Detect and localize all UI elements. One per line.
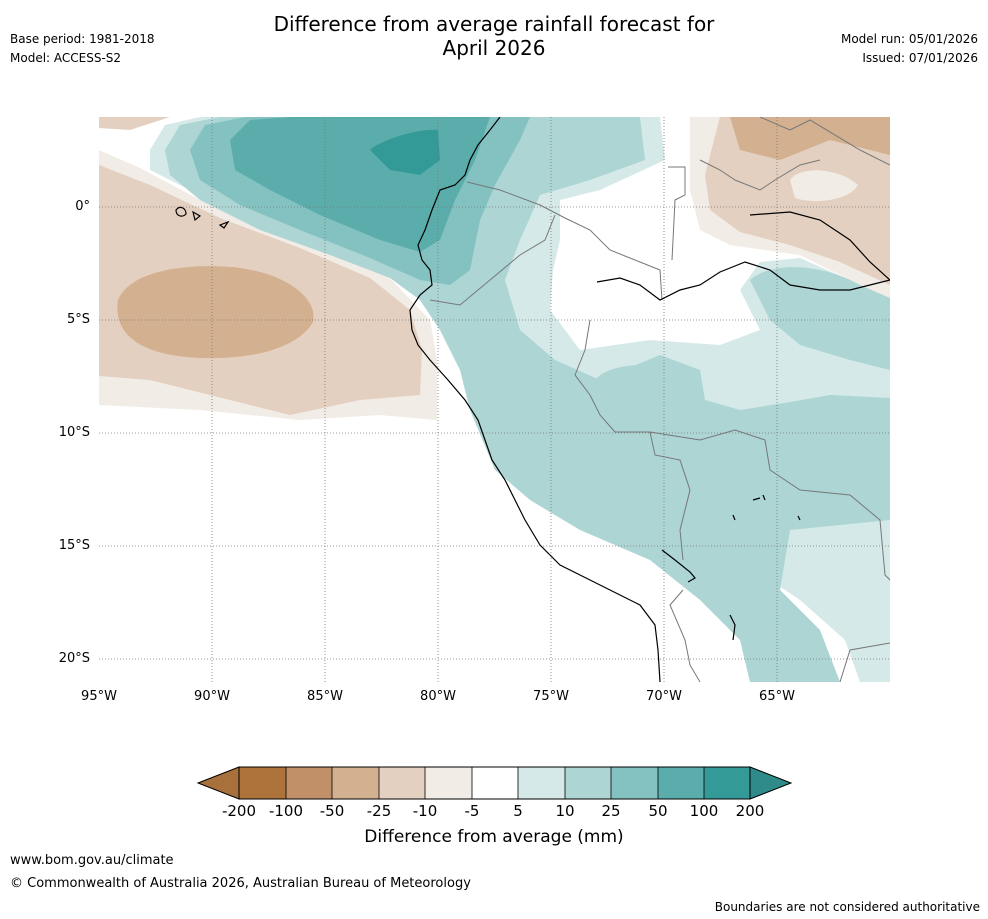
lat-label-20s: 20°S bbox=[58, 651, 90, 666]
lon-label-75w: 75°W bbox=[533, 689, 569, 704]
colorbar-bin-3 bbox=[332, 767, 379, 799]
lat-label-15s: 15°S bbox=[58, 538, 90, 553]
lat-label-10s: 10°S bbox=[58, 425, 90, 440]
base-period-label: Base period: 1981-2018 bbox=[10, 32, 155, 46]
boundaries-disclaimer: Boundaries are not considered authoritat… bbox=[714, 900, 980, 914]
model-label: Model: ACCESS-S2 bbox=[10, 51, 122, 65]
copyright-text: © Commonwealth of Australia 2026, Austra… bbox=[10, 876, 471, 891]
dry-ne-light-blob bbox=[790, 170, 858, 202]
lon-label-95w: 95°W bbox=[81, 689, 117, 704]
lon-label-65w: 65°W bbox=[759, 689, 795, 704]
dry-ne-25 bbox=[730, 117, 890, 160]
legend-title: Difference from average (mm) bbox=[364, 827, 624, 847]
legend-tick: 5 bbox=[513, 802, 523, 820]
colorbar-bin-6 bbox=[472, 767, 518, 799]
model-run-label: Model run: 05/01/2026 bbox=[840, 32, 978, 46]
legend-tick: 100 bbox=[689, 802, 719, 820]
dry-ne-10 bbox=[705, 117, 890, 285]
lon-label-85w: 85°W bbox=[307, 689, 343, 704]
wet-contour-100 bbox=[370, 129, 440, 175]
colorbar-bin-2 bbox=[286, 767, 332, 799]
colorbar-extend-high bbox=[749, 766, 793, 800]
legend-tick: 50 bbox=[648, 802, 668, 820]
map-title: Difference from average rainfall forecas… bbox=[0, 12, 988, 60]
wet-inland-10 bbox=[595, 364, 690, 425]
contour-fields bbox=[99, 117, 890, 682]
legend-tick: 10 bbox=[555, 802, 575, 820]
legend-tick: 200 bbox=[735, 802, 765, 820]
gridlines bbox=[99, 117, 890, 682]
legend-tick: -25 bbox=[366, 802, 392, 820]
dry-contour-top-left bbox=[99, 117, 170, 130]
lat-label-5s: 5°S bbox=[66, 312, 90, 327]
colorbar-bin-8 bbox=[565, 767, 611, 799]
lat-label-0: 0° bbox=[75, 199, 90, 214]
legend-tick: -50 bbox=[319, 802, 345, 820]
wet-ne-10 bbox=[750, 267, 890, 370]
colorbar bbox=[196, 766, 793, 800]
lon-label-70w: 70°W bbox=[646, 689, 682, 704]
country-borders bbox=[429, 117, 890, 682]
legend-tick: -100 bbox=[268, 802, 304, 820]
issued-label: Issued: 07/01/2026 bbox=[862, 51, 978, 65]
legend-tick: 25 bbox=[601, 802, 621, 820]
coastlines bbox=[175, 117, 890, 682]
dry-contour-25 bbox=[117, 266, 314, 359]
lon-label-80w: 80°W bbox=[420, 689, 456, 704]
colorbar-bin-4 bbox=[379, 767, 425, 799]
wet-contour-10 bbox=[165, 117, 890, 682]
colorbar-bin-7 bbox=[518, 767, 565, 799]
colorbar-bin-9 bbox=[611, 767, 658, 799]
lon-label-90w: 90°W bbox=[194, 689, 230, 704]
legend-tick: -10 bbox=[412, 802, 438, 820]
colorbar-bin-11 bbox=[704, 767, 750, 799]
colorbar-bin-1 bbox=[239, 767, 286, 799]
legend-tick: -5 bbox=[464, 802, 480, 820]
legend-tick: -200 bbox=[221, 802, 257, 820]
colorbar-bin-10 bbox=[658, 767, 704, 799]
title-line-1: Difference from average rainfall forecas… bbox=[273, 12, 715, 36]
colorbar-extend-low bbox=[196, 766, 240, 800]
colorbar-bin-5 bbox=[425, 767, 472, 799]
website-link[interactable]: www.bom.gov.au/climate bbox=[10, 853, 174, 868]
title-line-2: April 2026 bbox=[442, 36, 546, 60]
